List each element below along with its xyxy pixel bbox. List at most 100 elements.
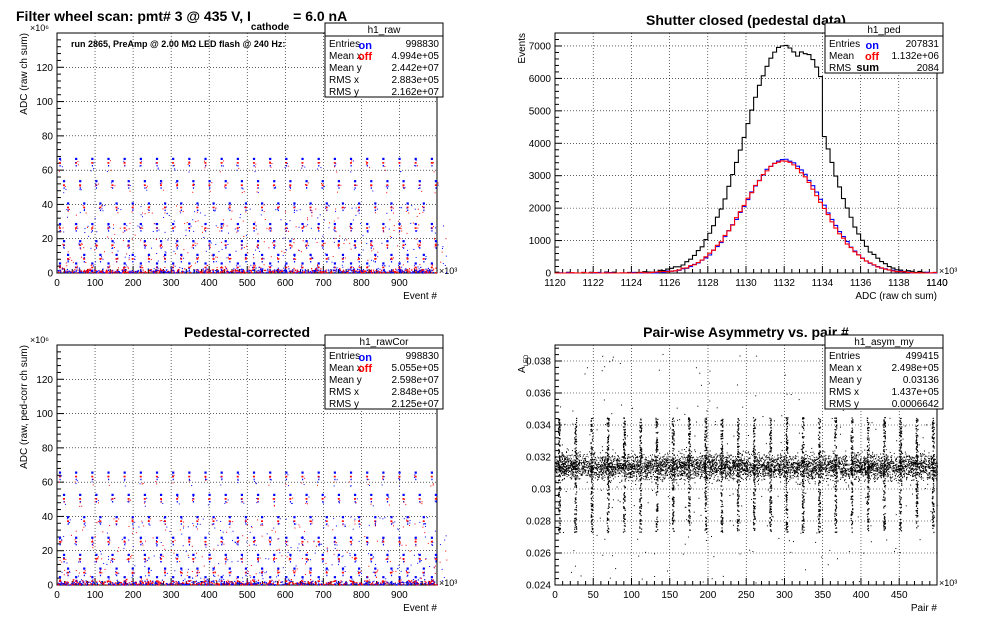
data-point bbox=[228, 583, 231, 585]
data-point bbox=[293, 212, 295, 214]
data-point bbox=[259, 557, 261, 559]
data-point bbox=[92, 547, 94, 549]
data-point bbox=[200, 271, 202, 273]
data-point-on bbox=[318, 583, 320, 585]
data-point bbox=[117, 212, 119, 214]
data-point-on bbox=[188, 478, 191, 481]
data-point-on bbox=[91, 576, 94, 579]
data-point bbox=[411, 582, 413, 584]
data-point bbox=[150, 259, 152, 261]
data-point-on bbox=[318, 165, 320, 167]
data-point-off bbox=[180, 206, 183, 209]
data-point bbox=[97, 521, 99, 523]
data-point bbox=[95, 184, 97, 186]
data-point-on bbox=[423, 209, 425, 212]
data-point bbox=[374, 583, 376, 585]
data-point-on bbox=[128, 561, 130, 563]
data-point-on bbox=[196, 202, 199, 205]
data-point-on bbox=[147, 567, 151, 570]
data-point bbox=[64, 582, 66, 584]
data-point bbox=[138, 583, 140, 585]
data-point bbox=[374, 571, 376, 573]
data-point bbox=[183, 249, 185, 251]
data-point bbox=[191, 571, 193, 573]
data-point bbox=[72, 579, 74, 581]
data-point bbox=[119, 581, 122, 584]
data-point bbox=[201, 272, 203, 274]
data-point bbox=[352, 268, 354, 271]
stats-name: h1_rawCor bbox=[360, 337, 410, 348]
data-point bbox=[370, 560, 372, 562]
data-point-off bbox=[228, 258, 231, 260]
data-point-off bbox=[196, 258, 199, 260]
data-point bbox=[227, 499, 229, 501]
data-point bbox=[226, 269, 229, 271]
data-point bbox=[408, 212, 410, 214]
data-point bbox=[124, 485, 126, 487]
data-point bbox=[114, 497, 116, 499]
data-point bbox=[242, 188, 244, 190]
data-point bbox=[95, 560, 97, 562]
data-point bbox=[143, 271, 145, 273]
data-point bbox=[290, 580, 292, 583]
data-point bbox=[238, 473, 240, 475]
data-point bbox=[94, 536, 96, 538]
data-point bbox=[268, 228, 270, 230]
data-point bbox=[319, 583, 321, 585]
data-point-off bbox=[228, 571, 231, 574]
data-point-on bbox=[370, 493, 373, 496]
data-point bbox=[406, 207, 408, 209]
data-point bbox=[61, 540, 63, 542]
data-point bbox=[76, 580, 78, 582]
data-point bbox=[306, 583, 308, 585]
data-point-on bbox=[75, 583, 77, 585]
data-point bbox=[389, 583, 391, 585]
data-point bbox=[155, 581, 157, 583]
data-point bbox=[202, 582, 204, 584]
data-point-on bbox=[430, 262, 433, 265]
data-point bbox=[325, 207, 327, 209]
data-point bbox=[246, 271, 248, 274]
stats-label: Mean bbox=[829, 51, 854, 62]
data-point bbox=[304, 270, 306, 272]
data-point-on bbox=[406, 202, 409, 205]
data-point-on bbox=[212, 202, 215, 205]
data-point bbox=[434, 243, 436, 245]
data-point bbox=[66, 270, 68, 272]
data-point bbox=[403, 271, 406, 273]
data-point bbox=[126, 225, 128, 227]
data-point bbox=[85, 261, 87, 263]
data-point-off bbox=[317, 540, 320, 543]
data-point bbox=[85, 271, 87, 273]
data-point bbox=[85, 582, 87, 584]
data-point bbox=[101, 208, 103, 210]
data-point bbox=[298, 270, 300, 273]
data-point bbox=[92, 581, 94, 584]
data-point-on bbox=[225, 501, 227, 503]
data-point bbox=[142, 544, 144, 546]
data-point bbox=[92, 270, 94, 272]
data-point bbox=[391, 206, 393, 208]
data-point bbox=[251, 527, 253, 529]
data-point bbox=[174, 168, 176, 170]
data-point bbox=[177, 583, 180, 585]
data-point bbox=[187, 164, 189, 166]
data-point bbox=[282, 270, 284, 273]
data-point bbox=[392, 207, 394, 209]
data-point bbox=[363, 271, 365, 274]
data-point-on bbox=[289, 553, 292, 556]
x-axis-label: Event # bbox=[403, 603, 437, 614]
data-point bbox=[382, 229, 384, 231]
data-point-on bbox=[257, 187, 259, 189]
data-point bbox=[152, 271, 155, 273]
data-point bbox=[170, 584, 173, 586]
data-point-on bbox=[285, 478, 288, 481]
data-point bbox=[206, 264, 208, 266]
data-point bbox=[236, 270, 238, 272]
data-point bbox=[100, 256, 102, 258]
data-point bbox=[376, 582, 378, 584]
data-point-off bbox=[75, 475, 78, 478]
data-point bbox=[164, 251, 166, 253]
data-point bbox=[130, 271, 133, 273]
data-point bbox=[176, 495, 178, 497]
